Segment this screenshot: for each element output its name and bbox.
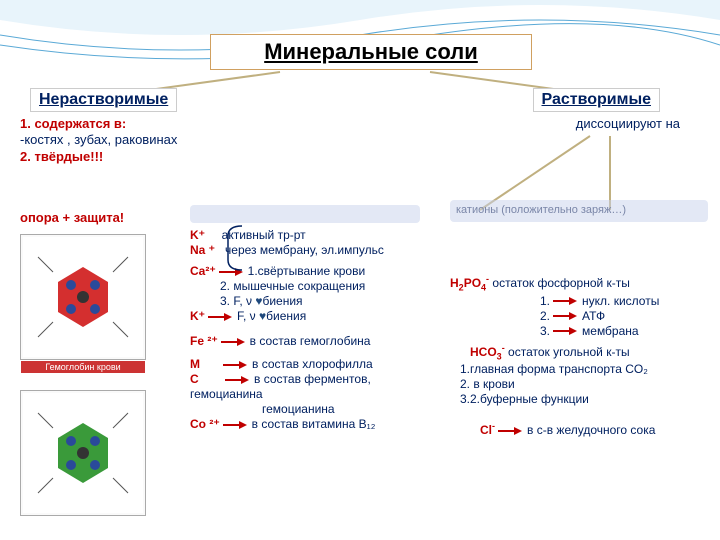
- hemoglobin-image: Гемоглобин крови: [20, 234, 146, 360]
- title-text: Минеральные соли: [264, 39, 478, 64]
- insoluble-box: Нерастворимые: [30, 88, 177, 112]
- anions-column: H2PO4- остаток фосфорной к-ты 1.нукл. ки…: [450, 200, 710, 438]
- insoluble-desc: 1. содержатся в: -костях , зубах, ракови…: [20, 116, 190, 165]
- soluble-box: Растворимые: [533, 88, 661, 112]
- main-title: Минеральные соли: [210, 34, 532, 70]
- insoluble-d3: 2. твёрдые!!!: [20, 149, 103, 164]
- soluble-d: диссоциируют на: [576, 116, 680, 131]
- soluble-desc: диссоциируют на: [576, 116, 680, 132]
- insoluble-d2: -костях , зубах, раковинах: [20, 132, 177, 147]
- insoluble-d1: 1. содержатся в:: [20, 116, 126, 131]
- support-text: опора + защита!: [20, 210, 124, 226]
- insoluble-label: Нерастворимые: [39, 91, 168, 108]
- hemo-label: Гемоглобин крови: [21, 361, 145, 373]
- chlorophyll-image: [20, 390, 146, 516]
- soluble-label: Растворимые: [542, 91, 652, 108]
- bracket-k-na: [224, 224, 246, 272]
